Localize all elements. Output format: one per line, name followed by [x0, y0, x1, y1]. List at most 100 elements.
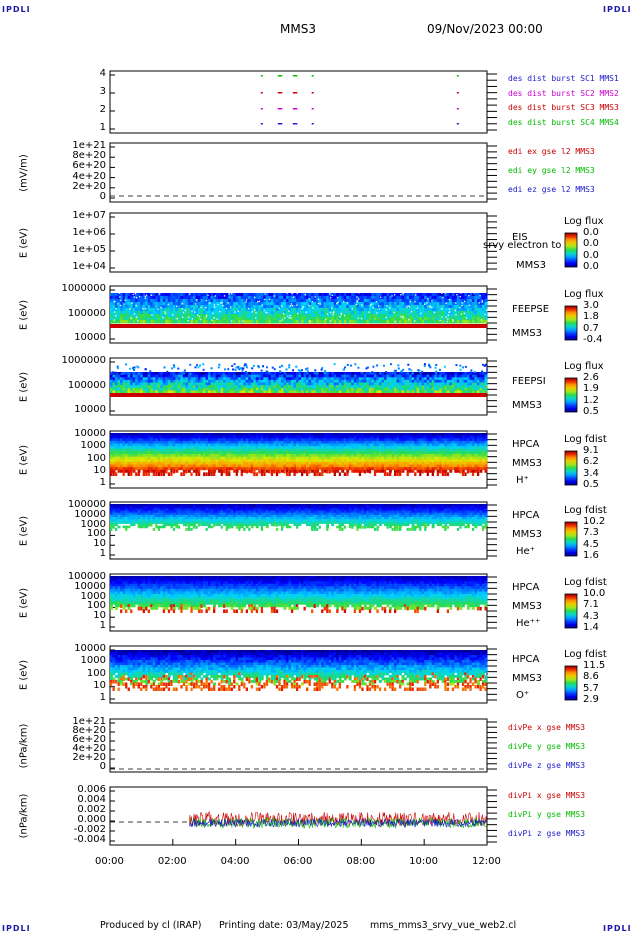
edi-frame [109, 142, 488, 203]
hpca_hepp-side-label: HPCA [512, 582, 540, 593]
burst-interval-mark [311, 92, 314, 94]
eis-colorbar [564, 232, 578, 268]
burst-interval-mark [292, 123, 298, 125]
corner-label-top-right: IPDLI [603, 5, 630, 14]
x-tick-label: 04:00 [220, 856, 250, 867]
feepse-ytick-label: 100000 [67, 307, 106, 319]
feepse-side-label: FEEPSE [512, 304, 550, 315]
edi-legend-item: edi ey gse l2 MMS3 [508, 166, 595, 175]
hpca_he-side-label: He⁺ [516, 546, 535, 557]
feepsi-side-label: FEEPSI [512, 376, 546, 387]
hpca_hepp-side-label: MMS3 [512, 601, 542, 612]
hpca_he-ytick-label: 10 [93, 538, 106, 550]
burst-interval-mark [456, 108, 459, 110]
corner-label-bottom-right: IPDLI [603, 924, 630, 933]
burst-legend-item: des dist burst SC4 MMS4 [508, 117, 619, 127]
corner-label-bottom-left: IPDLI [2, 924, 31, 933]
burst-interval-mark [292, 92, 298, 94]
divpe-ytick-label: 1e+21 [72, 716, 106, 727]
hpca_he-colorbar-tick: 10.2 [583, 516, 606, 527]
feepse-ytick-label: 10000 [74, 332, 106, 343]
burst-legend-item: des dist burst SC1 MMS1 [508, 74, 619, 83]
hpca_he-ylabel: E (eV) [18, 515, 30, 546]
burst-ytick-label: 2 [99, 104, 106, 115]
hpca_h-side-label: H⁺ [516, 475, 529, 486]
corner-label-top-left: IPDLI [2, 5, 31, 14]
hpca_o-ylabel: E (eV) [18, 659, 30, 690]
edi-ytick-label: 8e+20 [72, 150, 106, 162]
hpca_he-ytick-label: 1 [99, 548, 106, 559]
divpe-legend-item: divPe y gse MMS3 [508, 742, 586, 751]
hpca_o-ytick-label: 1 [99, 692, 106, 703]
eis-ylabel: E (eV) [18, 227, 30, 258]
burst-ytick-label: 1 [99, 122, 106, 133]
hpca_o-side-label: HPCA [512, 654, 540, 665]
hpca_o-colorbar-tick: 2.9 [583, 694, 599, 705]
hpca_hepp-colorbar-title: Log fdist [564, 577, 607, 588]
feepse-colorbar-tick: 1.8 [583, 311, 599, 323]
feepsi-colorbar [564, 377, 578, 413]
hpca_h-side-label: MMS3 [512, 458, 542, 469]
burst-interval-mark [260, 123, 263, 125]
datetime-title: 09/Nov/2023 00:00 [427, 22, 543, 36]
divpi-legend-item: divPi z gse MMS3 [508, 829, 586, 838]
eis-colorbar-tick: 0.0 [583, 227, 599, 238]
hpca_he-ytick-label: 100000 [67, 499, 106, 510]
hpca_o-ytick-label: 1000 [80, 655, 106, 667]
divpe-ytick-label: 6e+20 [72, 734, 106, 745]
eis-side-label: srvy electron to [483, 240, 562, 251]
hpca_o-ytick-label: 10 [93, 679, 106, 691]
feepsi-side-label: MMS3 [512, 400, 542, 411]
eis-side-label: MMS3 [516, 260, 546, 271]
feepsi-colorbar-tick: 0.5 [583, 406, 599, 417]
burst-interval-mark [260, 92, 263, 94]
hpca_hepp-ytick-label: 100 [86, 600, 106, 612]
eis-ytick-label: 1e+05 [72, 244, 106, 255]
divpi-ytick-label: 0.000 [77, 814, 106, 825]
hpca_h-colorbar [564, 450, 578, 486]
burst-interval-mark [456, 123, 459, 125]
feepse-colorbar [564, 305, 578, 341]
eis-colorbar-tick: 0.0 [583, 261, 599, 272]
burst-ytick-label: 4 [99, 68, 106, 79]
eis-colorbar-tick: 0.0 [583, 238, 599, 250]
eis-ytick-label: 1e+07 [72, 210, 106, 221]
burst-legend-item: des dist burst SC2 MMS2 [508, 88, 619, 98]
divpe-frame [109, 718, 488, 773]
x-tick-label: 10:00 [409, 856, 438, 867]
divpi-legend-item: divPi y gse MMS3 [508, 810, 586, 819]
burst-interval-mark [292, 75, 298, 77]
hpca_o-colorbar-tick: 8.6 [583, 671, 599, 683]
hpca_o-colorbar-tick: 5.7 [583, 682, 599, 694]
footer-print-date: Printing date: 03/May/2025 [219, 920, 349, 931]
hpca_hepp-ytick-label: 10000 [74, 580, 106, 592]
divpi-ytick-label: -0.004 [73, 834, 106, 845]
feepse-ylabel: E (eV) [18, 299, 30, 330]
edi-ytick-label: 6e+20 [72, 160, 106, 172]
burst-interval-mark [311, 123, 314, 125]
burst-ytick-label: 3 [99, 86, 106, 97]
eis-frame [109, 212, 488, 273]
burst-interval-mark [260, 108, 263, 110]
divpi-series-z [188, 817, 487, 828]
hpca_he-ytick-label: 100 [86, 528, 106, 540]
hpca_h-ytick-label: 100 [86, 452, 106, 464]
x-tick-label: 02:00 [157, 856, 187, 867]
eis-ytick-label: 1e+06 [72, 227, 106, 238]
hpca_o-side-label: O⁺ [516, 690, 530, 701]
feepsi-ytick-label: 10000 [74, 404, 106, 415]
feepsi-ytick-label: 100000 [67, 379, 106, 391]
hpca_o-ytick-label: 100 [86, 667, 106, 679]
edi-legend-item: edi ez gse l2 MMS3 [508, 185, 595, 194]
hpca_he-colorbar-title: Log fdist [564, 505, 607, 516]
hpca_h-colorbar-title: Log fdist [564, 434, 607, 445]
hpca_o-colorbar-title: Log fdist [564, 649, 607, 660]
divpe-ytick-label: 2e+20 [72, 752, 106, 763]
hpca_hepp-ytick-label: 10 [93, 610, 106, 622]
hpca_o-colorbar-tick: 11.5 [583, 660, 606, 671]
eis-colorbar-tick: 0.0 [583, 249, 599, 261]
edi-ytick-label: 2e+20 [72, 180, 106, 192]
feepse-colorbar-tick: 0.7 [583, 322, 599, 334]
hpca_he-ytick-label: 1000 [80, 518, 106, 530]
